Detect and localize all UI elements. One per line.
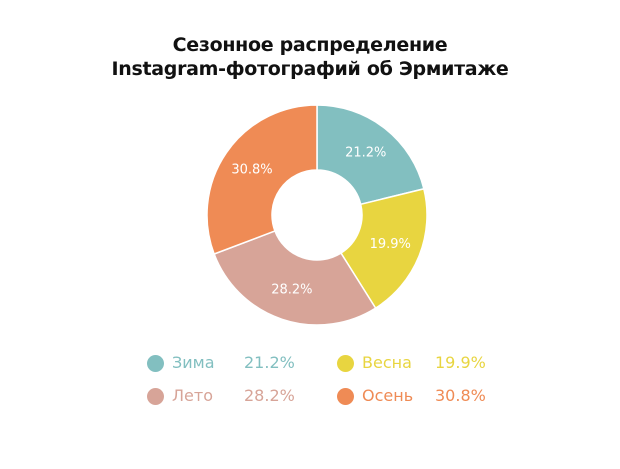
legend-label-summer: Лето <box>172 386 213 405</box>
slice-label-summer: 28.2% <box>271 282 312 297</box>
slice-label-winter: 21.2% <box>345 145 386 160</box>
legend-value-summer: 28.2% <box>244 386 295 405</box>
legend-item-winter: Зима 21.2% <box>147 352 295 374</box>
slice-autumn <box>206 104 318 255</box>
legend-value-autumn: 30.8% <box>435 386 486 405</box>
slice-winter <box>316 104 425 206</box>
legend-item-autumn: Осень 30.8% <box>337 385 486 407</box>
legend-swatch-summer <box>147 387 164 405</box>
legend-label-autumn: Осень <box>362 386 414 405</box>
legend-value-spring: 19.9% <box>435 353 486 372</box>
legend-item-spring: Весна 19.9% <box>337 352 486 374</box>
legend-item-summer: Лето 28.2% <box>147 385 295 407</box>
chart-title-line-2: Instagram-фотографий об Эрмитаже <box>111 58 509 80</box>
legend-label-spring: Весна <box>362 353 412 372</box>
slice-label-autumn: 30.8% <box>231 163 272 178</box>
chart-title-line-1: Сезонное распределение <box>172 34 448 56</box>
slice-label-spring: 19.9% <box>370 237 411 252</box>
legend-swatch-spring <box>337 354 354 372</box>
legend-value-winter: 21.2% <box>244 353 295 372</box>
legend-label-winter: Зима <box>172 353 215 372</box>
legend-swatch-winter <box>147 354 164 372</box>
slice-summer <box>213 229 377 326</box>
legend-swatch-autumn <box>337 387 354 405</box>
slice-spring <box>339 187 428 310</box>
